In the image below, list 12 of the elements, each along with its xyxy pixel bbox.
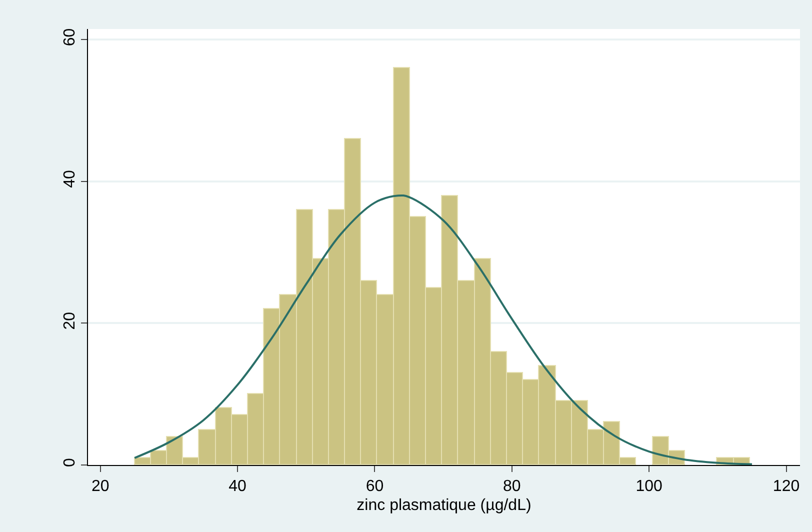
x-tick-label: 40 [228, 478, 247, 496]
x-axis-title: zinc plasmatique (µg/dL) [356, 496, 532, 514]
x-tick-label: 100 [636, 478, 663, 496]
x-tick-label: 120 [772, 478, 800, 496]
line-series [134, 194, 753, 465]
x-tick-label: 20 [91, 478, 110, 496]
y-tick-label: 20 [62, 312, 79, 330]
y-tick-label: 0 [62, 458, 79, 468]
y-tick-label: 40 [62, 170, 79, 188]
x-tick-label: 80 [503, 478, 521, 496]
y-tick-label: 60 [62, 28, 79, 46]
x-tick-label: 60 [366, 478, 384, 496]
